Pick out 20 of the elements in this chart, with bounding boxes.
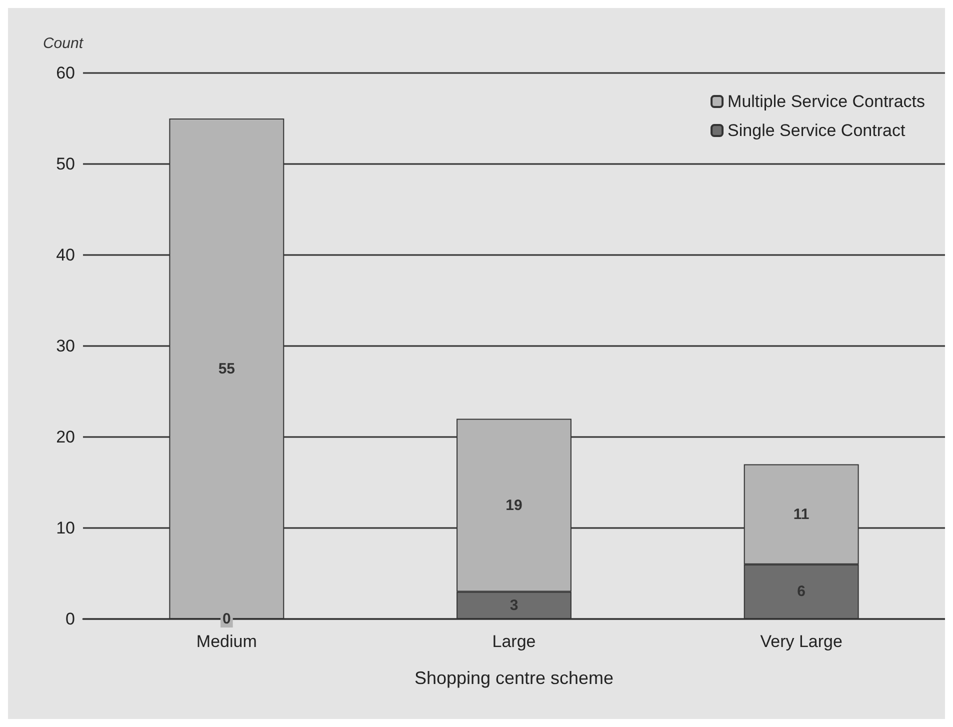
legend-label: Single Service Contract — [728, 121, 906, 140]
x-tick-label: Large — [492, 632, 536, 651]
legend-label: Multiple Service Contracts — [728, 92, 926, 111]
y-tick-label: 30 — [56, 336, 75, 356]
data-label: 11 — [793, 506, 810, 523]
y-tick-label: 20 — [56, 428, 75, 446]
y-tick-label: 60 — [56, 64, 75, 82]
y-tick-label: 0 — [66, 610, 75, 628]
x-tick-label: Medium — [196, 632, 257, 651]
y-axis-title: Count — [42, 35, 84, 52]
annotation: 0 — [222, 610, 231, 628]
y-tick-label: 10 — [56, 518, 75, 538]
x-axis-title: Shopping centre scheme — [414, 668, 614, 688]
data-label: 3 — [510, 596, 518, 614]
data-label: 55 — [218, 360, 236, 378]
x-tick-label: Very Large — [760, 632, 842, 651]
data-label: 6 — [797, 583, 806, 600]
y-tick-label: 40 — [56, 246, 75, 264]
y-tick-label: 50 — [56, 154, 75, 174]
data-label: 19 — [506, 496, 522, 514]
